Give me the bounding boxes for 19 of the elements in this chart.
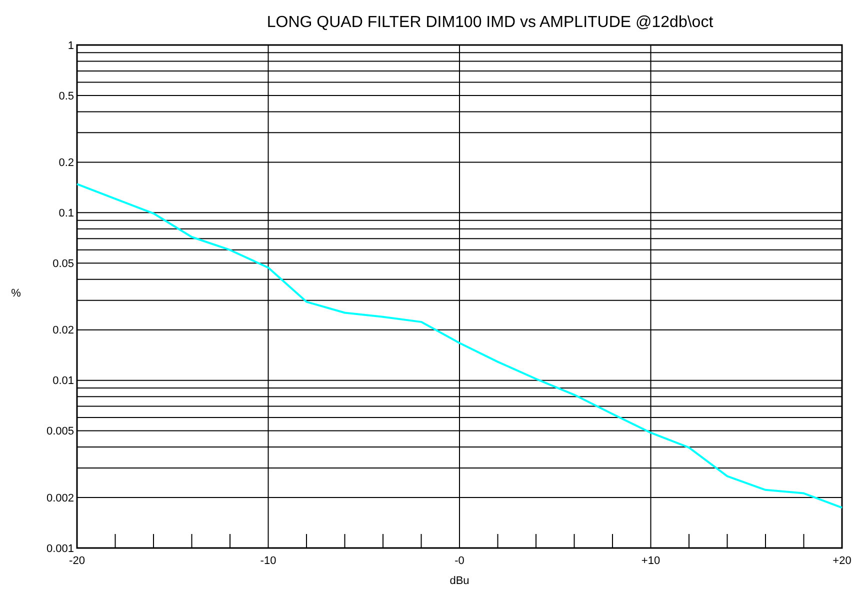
- y-tick-label: 0.02: [52, 324, 74, 337]
- y-tick-label: 1: [68, 40, 74, 52]
- y-tick-label: 0.2: [58, 157, 74, 170]
- x-axis-title: dBu: [450, 575, 470, 587]
- chart-title: LONG QUAD FILTER DIM100 IMD vs AMPLITUDE @12db\oct: [266, 14, 714, 31]
- y-tick-label: 0.005: [46, 426, 74, 438]
- y-tick-label: 0.001: [46, 542, 74, 555]
- x-tick-label: +20: [832, 555, 852, 567]
- x-tick-label: -0: [454, 555, 464, 567]
- y-tick-label: 0.05: [52, 258, 74, 270]
- line-series: [76, 183, 843, 509]
- y-axis-title: %: [11, 288, 22, 300]
- y-tick-label: 0.01: [52, 375, 74, 388]
- y-tick-label: 0.5: [58, 90, 74, 102]
- x-tick-label: -20: [69, 555, 85, 567]
- y-tick-label: 0.1: [58, 208, 74, 220]
- x-tick-label: +10: [641, 555, 660, 567]
- y-tick-label: 0.002: [46, 492, 74, 504]
- x-tick-label: -10: [260, 555, 276, 567]
